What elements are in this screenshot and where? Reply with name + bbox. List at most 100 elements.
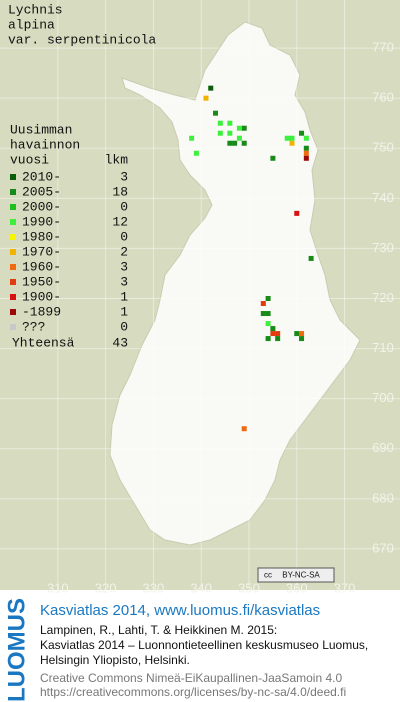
legend-swatch bbox=[10, 204, 16, 210]
x-tick-label: 330 bbox=[143, 580, 165, 595]
occurrence-square bbox=[270, 331, 276, 337]
legend-swatch bbox=[10, 174, 16, 180]
occurrence-square bbox=[241, 426, 247, 432]
occurrence-square bbox=[308, 255, 314, 261]
legend-label: 2005- bbox=[22, 184, 61, 199]
occurrence-square bbox=[303, 145, 309, 151]
legend-label: 1900- bbox=[22, 289, 61, 304]
legend-count: 0 bbox=[120, 229, 128, 244]
y-tick-label: 740 bbox=[372, 190, 394, 205]
y-tick-label: 760 bbox=[372, 90, 394, 105]
legend-heading: Uusimman bbox=[10, 122, 72, 137]
legend-swatch bbox=[10, 234, 16, 240]
occurrence-square bbox=[189, 135, 195, 141]
legend-count: 1 bbox=[120, 289, 128, 304]
x-tick-label: 340 bbox=[190, 580, 212, 595]
occurrence-square bbox=[303, 135, 309, 141]
occurrence-square bbox=[213, 110, 219, 116]
occurrence-square bbox=[260, 301, 266, 307]
occurrence-square bbox=[265, 296, 271, 302]
occurrence-square bbox=[294, 331, 300, 337]
legend-count: 0 bbox=[120, 319, 128, 334]
legend-label: ??? bbox=[22, 319, 45, 334]
occurrence-square bbox=[227, 130, 233, 136]
license-url: https://creativecommons.org/licenses/by-… bbox=[40, 685, 346, 699]
occurrence-square bbox=[217, 120, 223, 126]
occurrence-square bbox=[208, 85, 214, 91]
occurrence-square bbox=[232, 140, 238, 146]
legend-count: 2 bbox=[120, 244, 128, 259]
legend-count: 3 bbox=[120, 169, 128, 184]
y-tick-label: 770 bbox=[372, 40, 394, 55]
occurrence-square bbox=[217, 130, 223, 136]
occurrence-square bbox=[284, 135, 290, 141]
legend-label: 2010- bbox=[22, 169, 61, 184]
legend-label: 2000- bbox=[22, 199, 61, 214]
legend-count: 1 bbox=[120, 304, 128, 319]
y-tick-label: 700 bbox=[372, 390, 394, 405]
legend-swatch bbox=[10, 324, 16, 330]
occurrence-square bbox=[265, 321, 271, 327]
occurrence-square bbox=[203, 95, 209, 101]
legend-label: 1990- bbox=[22, 214, 61, 229]
occurrence-square bbox=[270, 326, 276, 332]
legend: 2010- 3 2005- 18 2000- 0 1990- 12 1980- 0 1970- 2 19… bbox=[10, 169, 128, 334]
legend-label: 1960- bbox=[22, 259, 61, 274]
y-tick-label: 730 bbox=[372, 240, 394, 255]
occurrence-square bbox=[227, 120, 233, 126]
occurrence-square bbox=[303, 155, 309, 161]
finland-outline bbox=[109, 21, 361, 546]
legend-count-heading: lkm bbox=[105, 152, 129, 167]
legend-swatch bbox=[10, 294, 16, 300]
badge-text: BY-NC-SA bbox=[282, 571, 320, 580]
grid: 310 320 330 340 350 360 3707707607507407307207… bbox=[0, 0, 400, 595]
citation: Kasviatlas 2014 – Luonnontieteellinen ke… bbox=[40, 638, 368, 652]
occurrence-square bbox=[289, 140, 295, 146]
y-tick-label: 710 bbox=[372, 340, 394, 355]
legend-swatch bbox=[10, 279, 16, 285]
badge-cc: cc bbox=[264, 571, 272, 580]
footer-title: Kasviatlas 2014, www.luomus.fi/kasviatla… bbox=[40, 602, 320, 619]
legend-label: -1899 bbox=[22, 304, 61, 319]
occurrence-square bbox=[294, 210, 300, 216]
legend-count: 3 bbox=[120, 259, 128, 274]
occurrence-square bbox=[265, 311, 271, 317]
occurrence-square bbox=[241, 125, 247, 131]
occurrence-square bbox=[299, 130, 305, 136]
citation: Helsingin Yliopisto, Helsinki. bbox=[40, 653, 190, 667]
x-tick-label: 310 bbox=[47, 580, 69, 595]
occurrence-square bbox=[299, 336, 305, 342]
legend-swatch bbox=[10, 309, 16, 315]
occurrence-square bbox=[275, 331, 281, 337]
x-tick-label: 360 bbox=[286, 580, 308, 595]
occurrence-square bbox=[260, 311, 266, 317]
y-tick-label: 720 bbox=[372, 290, 394, 305]
y-tick-label: 690 bbox=[372, 440, 394, 455]
license-badge: cc BY-NC-SA bbox=[257, 567, 335, 583]
occurrence-square bbox=[241, 140, 247, 146]
logo: LUOMUS bbox=[3, 598, 30, 702]
y-tick-label: 680 bbox=[372, 490, 394, 505]
citation: Lampinen, R., Lahti, T. & Heikkinen M. 2… bbox=[40, 623, 277, 637]
legend-swatch bbox=[10, 219, 16, 225]
legend-swatch bbox=[10, 189, 16, 195]
occurrence-square bbox=[275, 336, 281, 342]
occurrence-square bbox=[265, 336, 271, 342]
occurrence-square bbox=[299, 331, 305, 337]
legend-swatch bbox=[10, 249, 16, 255]
legend-heading: vuosi bbox=[10, 152, 49, 167]
legend-count: 3 bbox=[120, 274, 128, 289]
x-tick-label: 320 bbox=[95, 580, 117, 595]
species-title: Lychnis bbox=[8, 2, 63, 17]
occurrence-square bbox=[270, 155, 276, 161]
legend-label: 1950- bbox=[22, 274, 61, 289]
legend-swatch bbox=[10, 264, 16, 270]
occurrence-square bbox=[227, 140, 233, 146]
legend-count: 18 bbox=[112, 184, 128, 199]
legend-count: 0 bbox=[120, 199, 128, 214]
legend-total: 43 bbox=[112, 335, 128, 350]
x-tick-label: 350 bbox=[238, 580, 260, 595]
legend-total-label: Yhteensä bbox=[12, 335, 75, 350]
